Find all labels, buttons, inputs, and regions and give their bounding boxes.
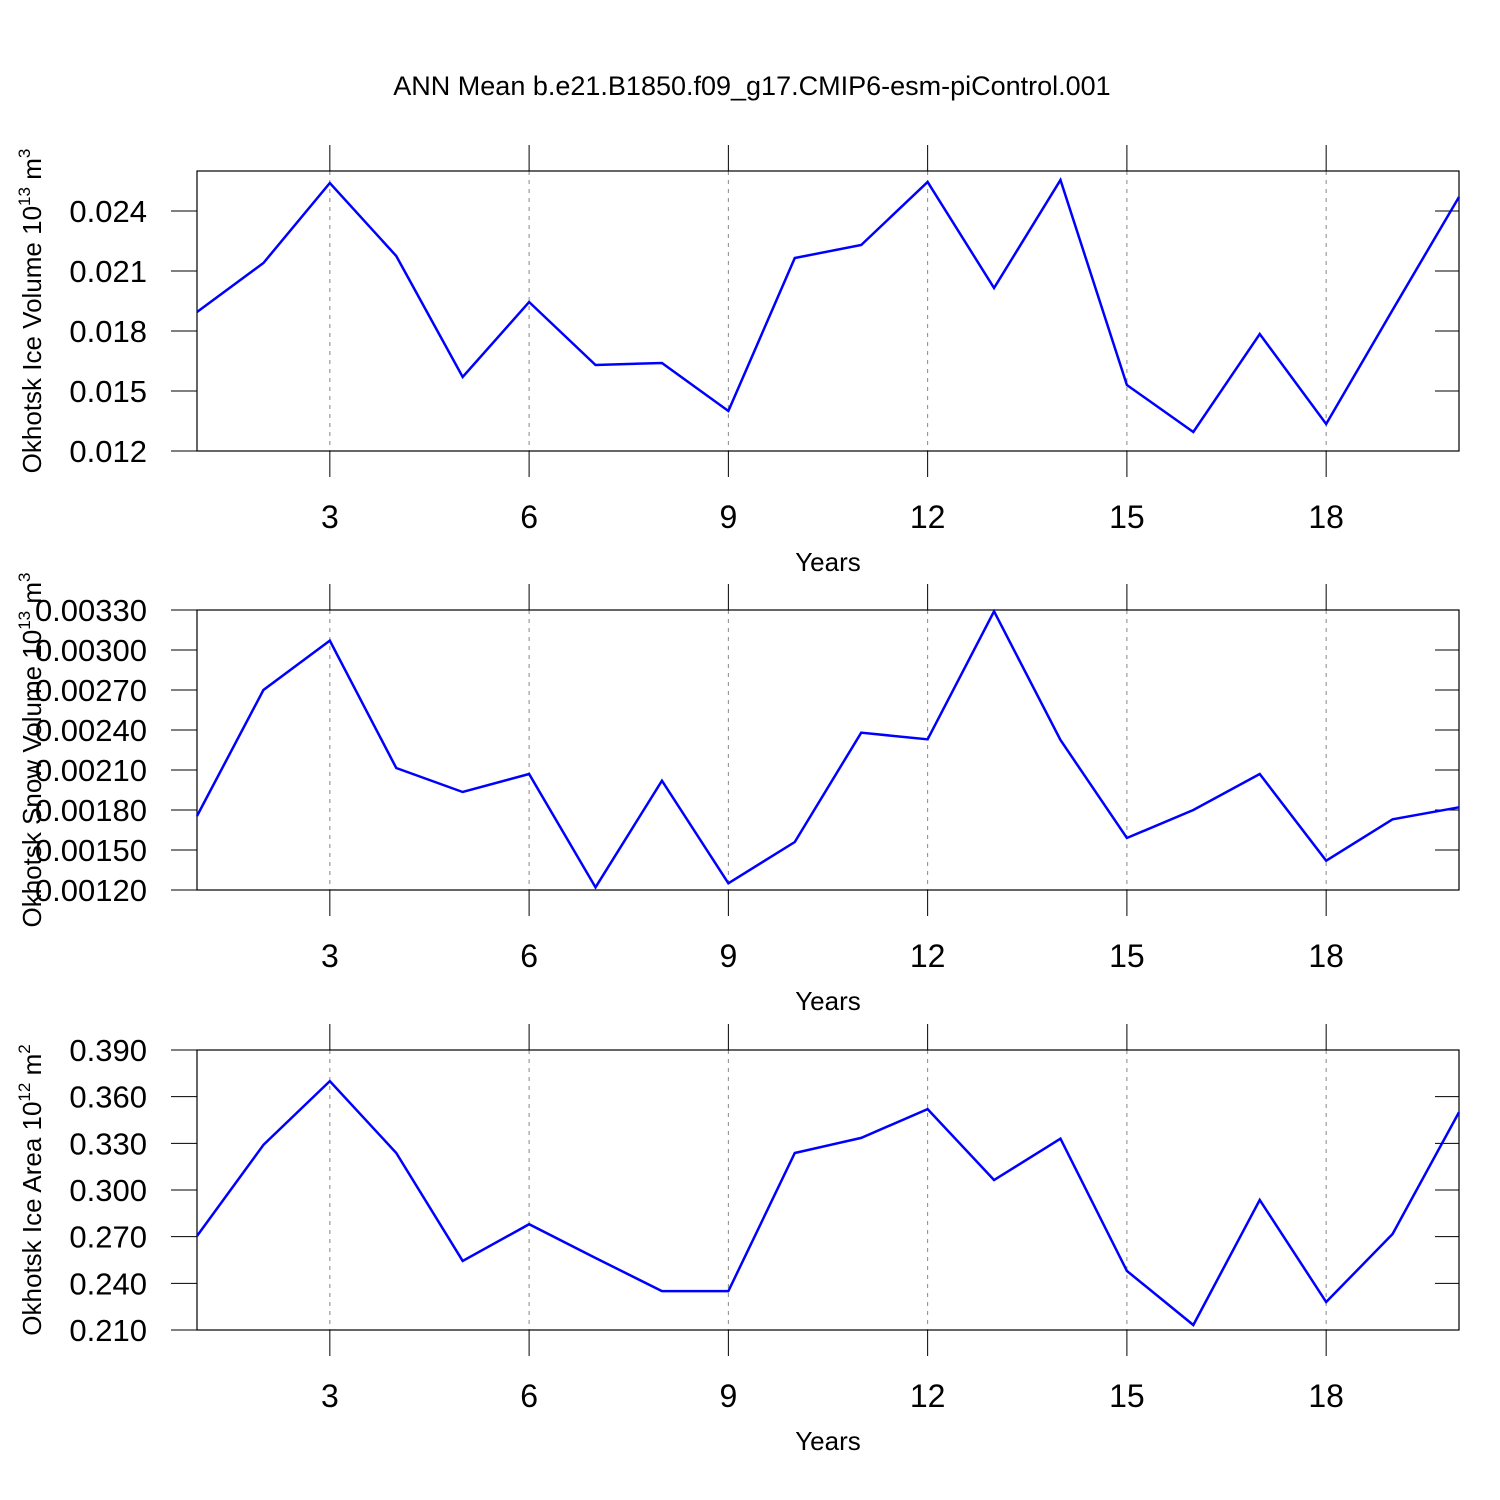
y-label-exponent: 3 (15, 573, 34, 582)
y-tick-label: 0.00330 (35, 593, 147, 628)
y-tick-label: 0.240 (69, 1266, 147, 1301)
x-tick-label: 18 (1308, 938, 1344, 974)
y-tick-label: 0.330 (69, 1126, 147, 1161)
x-tick-label: 15 (1109, 938, 1145, 974)
y-tick-label: 0.00180 (35, 793, 147, 828)
y-label-exponent: 13 (15, 611, 34, 630)
x-tick-label: 9 (719, 499, 737, 535)
y-axis-label: Okhotsk Ice Volume 1013 m3 (15, 149, 47, 474)
y-tick-label: 0.015 (69, 374, 147, 409)
plot-frame (196, 609, 1460, 891)
y-tick-label: 0.00300 (35, 633, 147, 668)
y-tick-label: 0.390 (69, 1033, 147, 1068)
plot-frame (196, 170, 1460, 452)
x-tick-label: 3 (321, 938, 339, 974)
y-tick-label: 0.00270 (35, 673, 147, 708)
y-label-exponent: 2 (15, 1044, 34, 1053)
data-line (195, 1079, 1461, 1327)
y-label-exponent: 12 (15, 1083, 34, 1102)
x-tick-label: 15 (1109, 499, 1145, 535)
y-label-text: Okhotsk Ice Area 10 (17, 1102, 47, 1336)
y-axis-label: Okhotsk Snow Volume 1013 m3 (15, 573, 47, 928)
y-tick-label: 0.300 (69, 1173, 147, 1208)
y-tick-label: 0.00240 (35, 713, 147, 748)
x-tick-label: 15 (1109, 1378, 1145, 1414)
x-tick-label: 3 (321, 1378, 339, 1414)
x-tick-label: 6 (520, 1378, 538, 1414)
y-label-text: Okhotsk Ice Volume 10 (17, 206, 47, 473)
data-line (195, 608, 1460, 890)
x-tick-label: 12 (910, 938, 946, 974)
y-label-text: Okhotsk Snow Volume 10 (17, 630, 47, 928)
y-tick-label: 0.021 (69, 254, 147, 289)
x-axis-label: Years (795, 986, 861, 1016)
plot-frame (196, 1049, 1460, 1331)
x-tick-label: 18 (1308, 499, 1344, 535)
x-tick-label: 9 (719, 1378, 737, 1414)
x-tick-label: 6 (520, 938, 538, 974)
y-label-text: m (17, 158, 47, 187)
figure-title: ANN Mean b.e21.B1850.f09_g17.CMIP6-esm-p… (393, 71, 1110, 101)
data-line (196, 177, 1461, 434)
y-label-exponent: 3 (15, 149, 34, 158)
y-tick-label: 0.00120 (35, 873, 147, 908)
x-tick-label: 12 (910, 499, 946, 535)
x-tick-label: 6 (520, 499, 538, 535)
y-label-exponent: 13 (15, 187, 34, 206)
y-tick-label: 0.00210 (35, 753, 147, 788)
x-tick-label: 3 (321, 499, 339, 535)
y-tick-label: 0.012 (69, 434, 147, 469)
y-label-text: m (17, 1054, 47, 1083)
y-tick-label: 0.018 (69, 314, 147, 349)
y-tick-label: 0.210 (69, 1313, 147, 1348)
x-tick-label: 9 (719, 938, 737, 974)
y-label-text: m (17, 582, 47, 611)
y-axis-label: Okhotsk Ice Area 1012 m2 (15, 1044, 47, 1335)
x-axis-label: Years (795, 1426, 861, 1456)
x-tick-label: 12 (910, 1378, 946, 1414)
y-tick-label: 0.00150 (35, 833, 147, 868)
y-tick-label: 0.270 (69, 1220, 147, 1255)
x-tick-label: 18 (1308, 1378, 1344, 1414)
x-axis-label: Years (795, 547, 861, 577)
y-tick-label: 0.360 (69, 1080, 147, 1115)
y-tick-label: 0.024 (69, 194, 147, 229)
